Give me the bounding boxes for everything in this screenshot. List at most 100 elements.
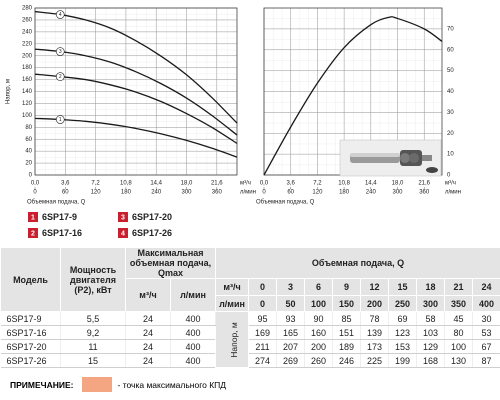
header-cell: 50 xyxy=(276,295,306,312)
table-cell: 67 xyxy=(472,339,500,354)
y-axis-label: Напор, м xyxy=(6,79,12,104)
table-cell: 269 xyxy=(276,353,306,368)
header-cell: 300 xyxy=(416,295,446,312)
header-cell: 6 xyxy=(304,278,334,296)
curve xyxy=(263,16,443,176)
curve-marker xyxy=(55,47,65,56)
x-tick-label: 18,0 xyxy=(181,181,193,187)
curve-marker xyxy=(55,10,65,19)
header-cell: 150 xyxy=(332,295,362,312)
header-cell: Модель xyxy=(0,247,61,312)
table-cell: 189 xyxy=(332,339,362,354)
x2-tick-label: 240 xyxy=(151,190,162,196)
y-tick-label: 30 xyxy=(447,110,454,116)
y-tick-label: 20 xyxy=(25,161,32,167)
table-cell: 199 xyxy=(388,353,418,368)
table-cell: 200 xyxy=(304,339,334,354)
table-cell: 30 xyxy=(472,311,500,326)
x-tick-label: 21,6 xyxy=(211,181,223,187)
header-cell: м³/ч xyxy=(215,278,250,296)
x2-tick-label: 360 xyxy=(419,190,430,196)
header-cell: 9 xyxy=(332,278,362,296)
table-cell: 5,5 xyxy=(60,311,126,326)
y-tick-label: 160 xyxy=(22,77,33,83)
y-tick-label: 220 xyxy=(22,41,33,47)
table-cell: 169 xyxy=(248,325,278,340)
charts: 0204060801001201401601802002202402602800… xyxy=(6,6,461,238)
table-cell: 160 xyxy=(304,325,334,340)
legend-label: 6SP17-20 xyxy=(132,212,172,222)
curve-marker xyxy=(55,72,65,81)
table-cell: 87 xyxy=(472,353,500,368)
y-tick-label: 260 xyxy=(22,18,33,24)
y-tick-label: 0 xyxy=(29,173,33,179)
table-cell: 80 xyxy=(444,325,474,340)
y-tick-label: 120 xyxy=(22,101,33,107)
table-cell: 45 xyxy=(444,311,474,326)
y-tick-label: 80 xyxy=(25,125,32,131)
x-tick-label: 10,8 xyxy=(120,181,132,187)
x-tick-label: 3,6 xyxy=(61,181,70,187)
x-tick-label: 3,6 xyxy=(287,181,296,187)
legend-marker: 2 xyxy=(31,230,35,237)
x-tick-label: 21,6 xyxy=(418,181,430,187)
x2-tick-label: 0 xyxy=(262,190,266,196)
note-label: ПРИМЕЧАНИЕ: xyxy=(10,379,74,390)
table-cell: 225 xyxy=(360,353,390,368)
pump-photo xyxy=(339,139,442,177)
header-cell: Объемная подача, Q xyxy=(215,247,500,279)
curve-marker xyxy=(55,115,65,124)
y-tick-label: 200 xyxy=(22,53,33,59)
table-cell: 6SP17-20 xyxy=(0,339,61,354)
x-tick-label: 14,4 xyxy=(365,181,377,187)
legend-marker: 3 xyxy=(121,214,125,221)
x2-tick-label: 240 xyxy=(366,190,377,196)
curve xyxy=(34,48,238,136)
x-unit: м³/ч xyxy=(240,181,251,187)
header-cell: 0 xyxy=(248,278,278,296)
header-cell: м³/ч xyxy=(125,278,171,312)
curve xyxy=(34,117,238,158)
legend-marker: 4 xyxy=(121,230,125,237)
table-cell: 90 xyxy=(304,311,334,326)
y-tick-label: 40 xyxy=(25,149,32,155)
header-cell: 100 xyxy=(304,295,334,312)
legend-label: 6SP17-9 xyxy=(42,212,77,222)
table-cell: 168 xyxy=(416,353,446,368)
y-tick-label: 10 xyxy=(447,152,454,158)
table-cell: 400 xyxy=(170,311,217,326)
table-cell: 78 xyxy=(360,311,390,326)
x2-tick-label: 180 xyxy=(339,190,350,196)
x2-tick-label: 60 xyxy=(287,190,294,196)
table-cell: 69 xyxy=(388,311,418,326)
curve xyxy=(34,73,238,144)
x2-tick-label: 300 xyxy=(392,190,403,196)
header-cell: 350 xyxy=(444,295,474,312)
head-label-cell: Напор, м xyxy=(215,311,250,368)
header-cell: 15 xyxy=(388,278,418,296)
table-cell: 24 xyxy=(125,311,171,326)
table-cell: 274 xyxy=(248,353,278,368)
table-cell: 211 xyxy=(248,339,278,354)
chart-layer: 0204060801001201401601802002202402602800… xyxy=(6,6,461,238)
table-cell: 24 xyxy=(125,339,171,354)
table-cell: 58 xyxy=(416,311,446,326)
x2-tick-label: 60 xyxy=(62,190,69,196)
x2-unit: л/мин xyxy=(445,190,461,196)
x2-unit: л/мин xyxy=(240,190,256,196)
table-cell: 400 xyxy=(170,339,217,354)
table-cell: 129 xyxy=(416,339,446,354)
y-tick-label: 140 xyxy=(22,89,33,95)
y-tick-label: 0 xyxy=(447,173,451,179)
header-cell: 250 xyxy=(388,295,418,312)
header-cell: 24 xyxy=(472,278,500,296)
legend-swatch xyxy=(118,212,128,222)
x-axis-label: Объемная подача, Q xyxy=(256,200,315,206)
y-tick-label: 70 xyxy=(447,26,454,32)
y-tick-label: 100 xyxy=(22,113,33,119)
table-cell: 11 xyxy=(60,339,126,354)
x2-tick-label: 360 xyxy=(212,190,223,196)
table-cell: 123 xyxy=(388,325,418,340)
table-cell: 103 xyxy=(416,325,446,340)
